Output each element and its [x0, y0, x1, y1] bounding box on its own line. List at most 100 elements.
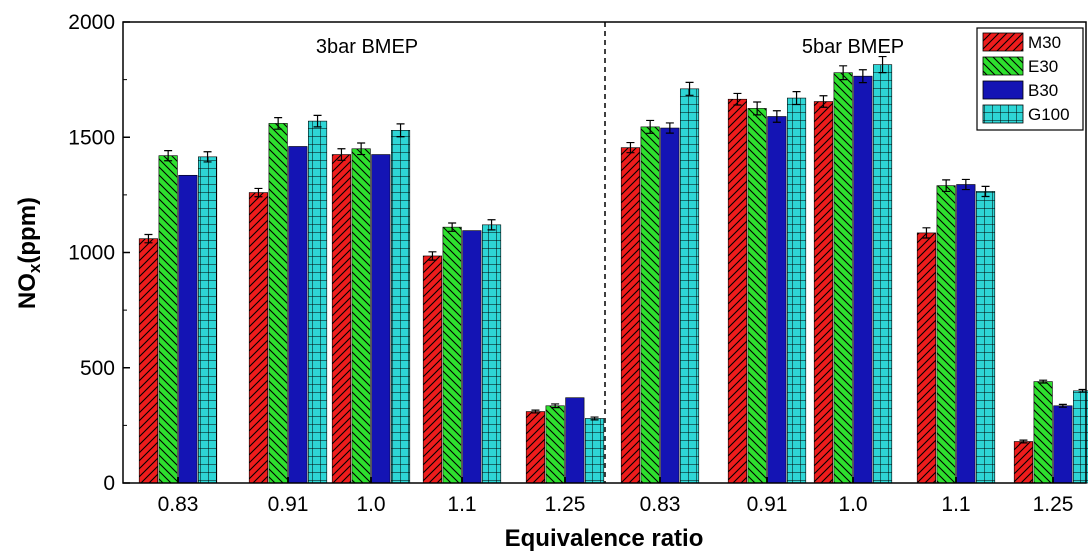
bar-5bar-1.0-M30: [813, 101, 834, 484]
bar-5bar-1.0-G100: [872, 64, 893, 484]
legend-label-G100: G100: [1028, 105, 1070, 124]
error-bar-3bar-1.1-E30: [448, 222, 457, 232]
axis-layer: 0 500 1000 1500 2000 0.83 0.91 1.0 1.1 1.25 0.83 0.…: [68, 11, 1073, 516]
bar-3bar-0.91-E30: [268, 123, 288, 484]
bar-3bar-0.83-G100: [198, 156, 218, 484]
error-bar-3bar-0.91-E30: [274, 117, 283, 130]
x-tick-label-5bar-0.83: 0.83: [640, 493, 681, 516]
x-tick-label-5bar-1.25: 1.25: [1033, 493, 1074, 516]
error-bar-3bar-1.0-G100: [396, 123, 405, 138]
y-tick-label: 0: [103, 472, 115, 495]
bar-5bar-1.0-E30: [833, 72, 853, 484]
error-bar-5bar-0.83-B30: [665, 122, 674, 134]
y-axis-title-unit: (ppm): [14, 197, 41, 264]
bars-layer: [138, 64, 1088, 484]
error-bar-3bar-0.83-M30: [144, 233, 153, 244]
error-bar-5bar-0.83-G100: [685, 81, 694, 96]
legend: M30 E30 B30 G100: [976, 27, 1084, 131]
legend-swatch-E30: [982, 56, 1024, 76]
error-bar-5bar-1.25-E30: [1039, 379, 1048, 384]
error-bar-3bar-1.1-G100: [487, 219, 496, 231]
bar-3bar-0.83-M30: [138, 238, 158, 484]
bar-3bar-1.0-M30: [331, 154, 352, 484]
bar-3bar-1.25-E30: [545, 405, 565, 484]
error-bar-5bar-1.0-E30: [839, 65, 848, 81]
bar-3bar-0.83-E30: [158, 155, 178, 484]
bar-3bar-0.83-B30: [178, 174, 198, 484]
bar-3bar-0.91-G100: [307, 120, 328, 484]
legend-swatch-G100: [982, 104, 1024, 124]
error-bar-5bar-1.0-G100: [878, 55, 887, 74]
y-axis-title-subscript: x: [25, 263, 44, 273]
error-bar-5bar-1.0-B30: [858, 69, 867, 84]
x-tick-label-3bar-1.1: 1.1: [447, 493, 476, 516]
bar-3bar-1.25-B30: [565, 397, 585, 484]
bar-5bar-0.83-E30: [640, 126, 660, 484]
panel-label-3bar: 3bar BMEP: [316, 36, 418, 58]
y-tick-label: 500: [80, 357, 115, 380]
bar-5bar-0.91-G100: [786, 97, 807, 484]
error-bar-5bar-0.91-E30: [753, 101, 762, 116]
legend-swatch-B30: [982, 80, 1024, 100]
x-tick-label-5bar-0.91: 0.91: [747, 493, 788, 516]
error-bar-5bar-1.25-M30: [1019, 439, 1028, 444]
bar-5bar-0.91-M30: [727, 98, 748, 484]
bar-5bar-0.91-E30: [747, 108, 767, 484]
bar-5bar-1.25-B30: [1053, 405, 1073, 484]
y-tick-label: 1500: [68, 126, 115, 149]
error-bar-5bar-1.1-M30: [922, 227, 931, 239]
bar-3bar-1.25-G100: [584, 418, 605, 484]
x-tick-label-5bar-1.0: 1.0: [838, 493, 867, 516]
bar-5bar-1.1-B30: [956, 184, 976, 484]
bar-5bar-1.25-M30: [1013, 441, 1034, 484]
y-tick-label: 2000: [68, 11, 115, 34]
x-axis-title: Equivalence ratio: [505, 525, 704, 552]
bar-5bar-1.1-E30: [936, 185, 956, 484]
legend-label-B30: B30: [1028, 81, 1058, 100]
bar-3bar-0.91-B30: [288, 146, 308, 484]
error-bar-5bar-0.91-M30: [733, 92, 742, 106]
error-bar-3bar-1.25-G100: [590, 416, 599, 421]
bar-3bar-1.0-B30: [371, 154, 391, 484]
error-bar-3bar-1.1-M30: [428, 251, 437, 261]
panel-label-5bar: 5bar BMEP: [802, 36, 904, 58]
error-bar-3bar-1.25-E30: [551, 403, 560, 409]
y-axis-title: NOx(ppm): [14, 197, 44, 309]
error-bar-5bar-1.1-B30: [961, 178, 970, 191]
error-bar-5bar-1.1-G100: [981, 185, 990, 198]
error-bar-3bar-0.83-G100: [203, 151, 212, 163]
error-bar-5bar-1.25-B30: [1058, 403, 1067, 408]
error-bars-layer: [144, 55, 1087, 444]
bar-5bar-0.91-B30: [767, 116, 787, 484]
bar-3bar-1.1-B30: [462, 230, 482, 484]
bar-3bar-1.1-E30: [442, 226, 462, 484]
legend-label-E30: E30: [1028, 57, 1058, 76]
bar-5bar-1.0-B30: [853, 75, 873, 484]
x-tick-label-3bar-0.91: 0.91: [268, 493, 309, 516]
x-tick-label-3bar-0.83: 0.83: [158, 493, 199, 516]
x-tick-label-3bar-1.0: 1.0: [356, 493, 385, 516]
error-bar-3bar-1.0-E30: [357, 142, 366, 156]
bar-3bar-1.0-G100: [390, 130, 411, 484]
legend-swatch-M30: [982, 32, 1024, 52]
y-tick-label: 1000: [68, 242, 115, 265]
legend-label-M30: M30: [1028, 33, 1061, 52]
x-tick-label-5bar-1.1: 1.1: [941, 493, 970, 516]
x-tick-label-3bar-1.25: 1.25: [545, 493, 586, 516]
bar-3bar-1.1-M30: [422, 255, 443, 484]
bar-5bar-0.83-M30: [620, 147, 641, 484]
error-bar-3bar-1.0-M30: [337, 148, 346, 161]
error-bar-3bar-1.25-M30: [531, 409, 540, 414]
bar-3bar-0.91-M30: [248, 192, 268, 484]
y-axis-title-main: NO: [14, 273, 41, 309]
bar-5bar-0.83-G100: [679, 88, 700, 484]
bar-3bar-1.1-G100: [481, 224, 502, 484]
bar-5bar-1.1-M30: [916, 232, 937, 484]
error-bar-5bar-0.83-E30: [646, 119, 655, 134]
bar-3bar-1.25-M30: [525, 411, 546, 484]
error-bar-5bar-1.0-M30: [819, 95, 828, 108]
error-bar-3bar-0.91-G100: [313, 114, 322, 128]
error-bar-5bar-0.91-G100: [792, 91, 801, 106]
error-bar-5bar-1.1-E30: [942, 179, 951, 193]
